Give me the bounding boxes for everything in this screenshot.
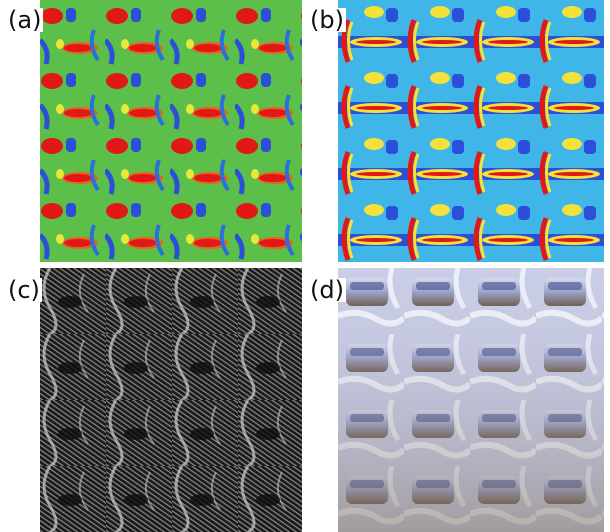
panel-c-label: (c) xyxy=(6,276,42,304)
panel-a-label: (a) xyxy=(6,6,44,34)
panel-d-label: (d) xyxy=(308,276,346,304)
panel-a-heatmap xyxy=(40,0,302,262)
panel-d-chrome xyxy=(338,268,604,532)
panel-d-image xyxy=(338,268,604,532)
panel-a-image xyxy=(40,0,302,262)
panel-b-heatmap xyxy=(338,0,604,262)
panel-c-zebra xyxy=(40,268,302,532)
panel-b-label: (b) xyxy=(308,6,346,34)
panel-c-image xyxy=(40,268,302,532)
panel-b-image xyxy=(338,0,604,262)
